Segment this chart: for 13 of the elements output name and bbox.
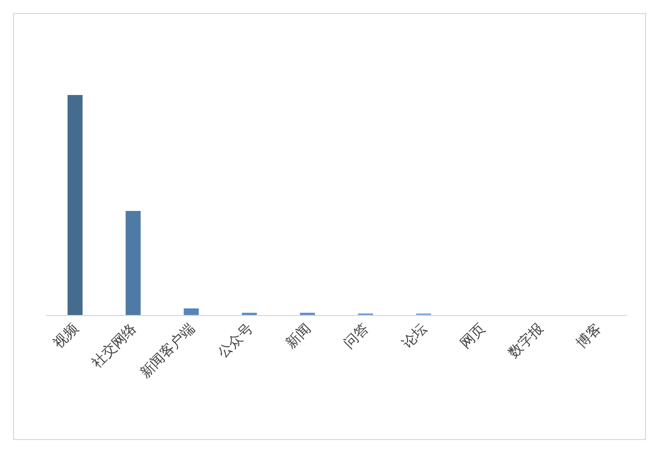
bar <box>184 308 199 315</box>
x-tick-label: 公众号 <box>215 320 256 362</box>
x-tick-label: 博客 <box>574 320 605 352</box>
x-tick-label: 数字报 <box>506 320 547 362</box>
x-tick-label: 新闻客户端 <box>137 320 198 382</box>
x-tick-label: 网页 <box>457 320 489 352</box>
bar <box>68 95 83 315</box>
bar <box>126 210 141 315</box>
x-tick-label: 视频 <box>50 320 82 352</box>
x-tick-label: 新闻 <box>283 320 314 352</box>
x-tick-label: 问答 <box>341 320 372 352</box>
x-tick-label: 论坛 <box>399 320 430 352</box>
x-tick-label: 社交网络 <box>89 320 140 372</box>
